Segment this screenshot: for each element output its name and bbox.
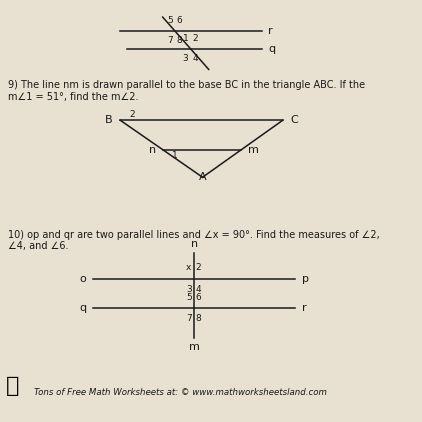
Text: r: r [268,26,273,36]
Text: 2: 2 [130,110,135,119]
Text: 4: 4 [192,54,198,63]
Text: 1: 1 [182,34,188,43]
Text: 8: 8 [177,36,183,45]
Text: 2: 2 [192,34,198,43]
Text: 8: 8 [196,314,202,323]
Text: x: x [186,263,192,272]
Text: 10) op and qr are two parallel lines and ∠x = 90°. Find the measures of ∠2,: 10) op and qr are two parallel lines and… [8,230,380,240]
Text: 3: 3 [182,54,188,63]
Text: 3: 3 [186,285,192,294]
Text: 6: 6 [177,16,183,25]
Text: n: n [191,239,197,249]
Text: 5: 5 [167,16,173,25]
Text: A: A [199,172,206,182]
Text: 1: 1 [171,151,177,160]
Text: Tons of Free Math Worksheets at: © www.mathworksheetsland.com: Tons of Free Math Worksheets at: © www.m… [34,388,327,397]
Text: m: m [189,342,200,352]
Text: q: q [79,303,87,313]
Text: 7: 7 [167,36,173,45]
Text: 6: 6 [196,293,202,302]
Text: 🌴: 🌴 [6,376,19,396]
Text: C: C [290,115,298,125]
Text: r: r [302,303,306,313]
Text: m∠1 = 51°, find the m∠2.: m∠1 = 51°, find the m∠2. [8,92,139,102]
Text: 7: 7 [186,314,192,323]
Text: p: p [302,273,309,284]
Text: ∠4, and ∠6.: ∠4, and ∠6. [8,241,69,252]
Text: 2: 2 [196,263,201,272]
Text: n: n [149,145,156,155]
Text: 5: 5 [186,293,192,302]
Text: q: q [268,43,275,54]
Text: o: o [80,273,87,284]
Text: 9) The line nm is drawn parallel to the base BC in the triangle ABC. If the: 9) The line nm is drawn parallel to the … [8,80,365,90]
Text: m: m [248,145,259,155]
Text: B: B [105,115,113,125]
Text: 4: 4 [196,285,201,294]
